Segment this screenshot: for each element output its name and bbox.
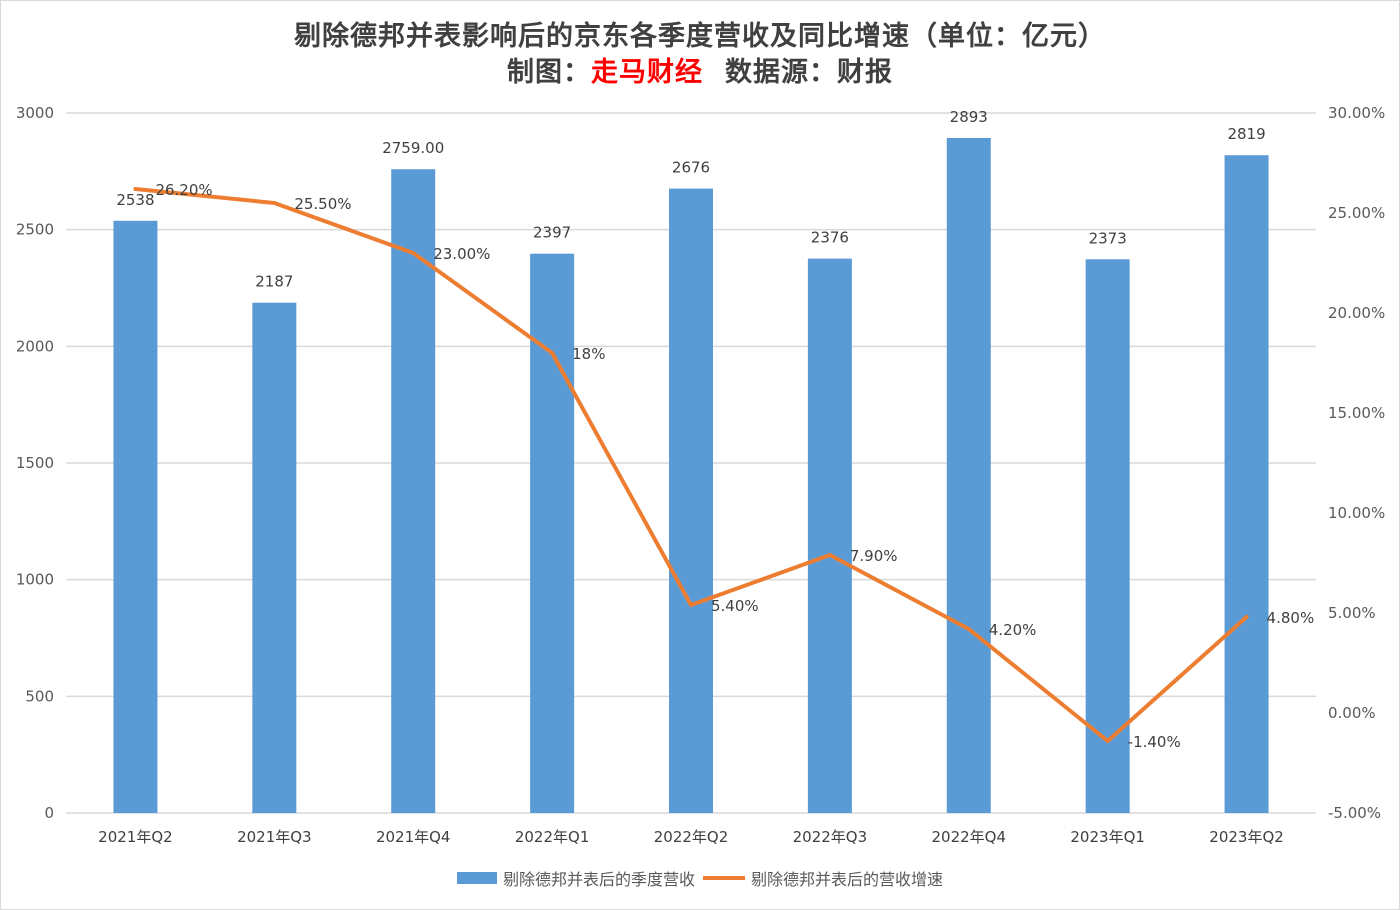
chart-subtitle: 制图：走马财经 数据源：财报 xyxy=(0,50,1400,89)
chart-legend: 剔除德邦并表后的季度营收 剔除德邦并表后的营收增速 xyxy=(0,866,1400,890)
bar xyxy=(530,253,575,813)
x-tick-label: 2023年Q1 xyxy=(1070,828,1145,846)
y2-tick-label: -5.00% xyxy=(1328,804,1381,822)
bar xyxy=(807,258,852,814)
bar xyxy=(1224,155,1269,813)
line-point xyxy=(133,187,138,191)
x-tick-label: 2022年Q2 xyxy=(654,828,729,846)
legend-label-growth: 剔除德邦并表后的营收增速 xyxy=(751,870,944,889)
bar-value-label: 2397 xyxy=(533,224,571,242)
x-tick-label: 2022年Q1 xyxy=(515,828,590,846)
subtitle-brand: 走马财经 xyxy=(591,57,703,88)
y2-tick-label: 5.00% xyxy=(1328,604,1376,622)
line-point xyxy=(1244,615,1249,619)
line-value-label: 7.90% xyxy=(850,547,898,565)
bar xyxy=(1085,259,1130,813)
bar-value-label: 2376 xyxy=(811,229,849,247)
legend-bar-swatch xyxy=(456,872,497,884)
y-tick-label: 3000 xyxy=(16,104,54,122)
line-point xyxy=(966,627,971,631)
x-tick-label: 2023年Q2 xyxy=(1209,828,1284,846)
subtitle-prefix: 制图： xyxy=(507,57,591,88)
legend-item-revenue: 剔除德邦并表后的季度营收 xyxy=(456,866,695,890)
bar xyxy=(946,137,991,813)
bar-value-label: 2373 xyxy=(1089,229,1127,247)
x-tick-label: 2021年Q3 xyxy=(237,828,312,846)
line-value-label: 4.80% xyxy=(1267,609,1315,627)
bar xyxy=(669,188,713,814)
line-point xyxy=(550,351,555,355)
legend-line-swatch xyxy=(703,876,745,880)
y2-tick-label: 0.00% xyxy=(1328,704,1376,722)
y-tick-label: 2500 xyxy=(16,221,54,239)
line-point xyxy=(827,553,832,557)
line-value-label: -1.40% xyxy=(1128,733,1181,751)
x-tick-label: 2022年Q4 xyxy=(932,828,1007,846)
line-value-label: 4.20% xyxy=(989,621,1037,639)
bar-value-label: 2819 xyxy=(1227,125,1265,143)
bar-value-label: 2676 xyxy=(672,159,710,177)
line-value-label: 23.00% xyxy=(433,245,490,263)
line-value-label: 25.50% xyxy=(294,195,351,213)
y2-tick-label: 10.00% xyxy=(1328,504,1385,522)
y-tick-label: 1500 xyxy=(16,454,54,472)
line-point xyxy=(411,251,416,255)
chart-title: 剔除德邦并表影响后的京东各季度营收及同比增速（单位：亿元） xyxy=(294,21,1106,52)
bar xyxy=(252,302,297,813)
legend-item-growth: 剔除德邦并表后的营收增速 xyxy=(703,866,943,890)
y2-tick-label: 30.00% xyxy=(1328,104,1385,122)
legend-label-revenue: 剔除德邦并表后的季度营收 xyxy=(502,870,695,889)
line-value-label: 18% xyxy=(572,345,605,363)
line-point xyxy=(1105,739,1110,743)
bar-value-label: 2538 xyxy=(116,191,154,209)
y-tick-label: 500 xyxy=(25,687,54,705)
bar-value-label: 2893 xyxy=(950,108,988,126)
line-point xyxy=(689,603,693,607)
y-tick-label: 0 xyxy=(44,804,54,822)
line-point xyxy=(272,201,277,205)
y2-tick-label: 25.00% xyxy=(1328,204,1385,222)
line-value-label: 5.40% xyxy=(711,597,759,615)
y2-tick-label: 15.00% xyxy=(1328,404,1385,422)
bar xyxy=(391,169,436,813)
x-tick-label: 2022年Q3 xyxy=(793,828,868,846)
bar xyxy=(113,220,158,814)
bar-value-label: 2187 xyxy=(255,273,293,291)
y-tick-label: 2000 xyxy=(16,337,54,355)
x-tick-label: 2021年Q2 xyxy=(98,828,173,846)
y-tick-label: 1000 xyxy=(16,571,54,589)
bar-value-label: 2759.00 xyxy=(382,139,444,157)
line-value-label: 26.20% xyxy=(155,181,212,199)
x-tick-label: 2021年Q4 xyxy=(376,828,451,846)
subtitle-source: 数据源：财报 xyxy=(725,57,893,88)
y2-tick-label: 20.00% xyxy=(1328,304,1385,322)
